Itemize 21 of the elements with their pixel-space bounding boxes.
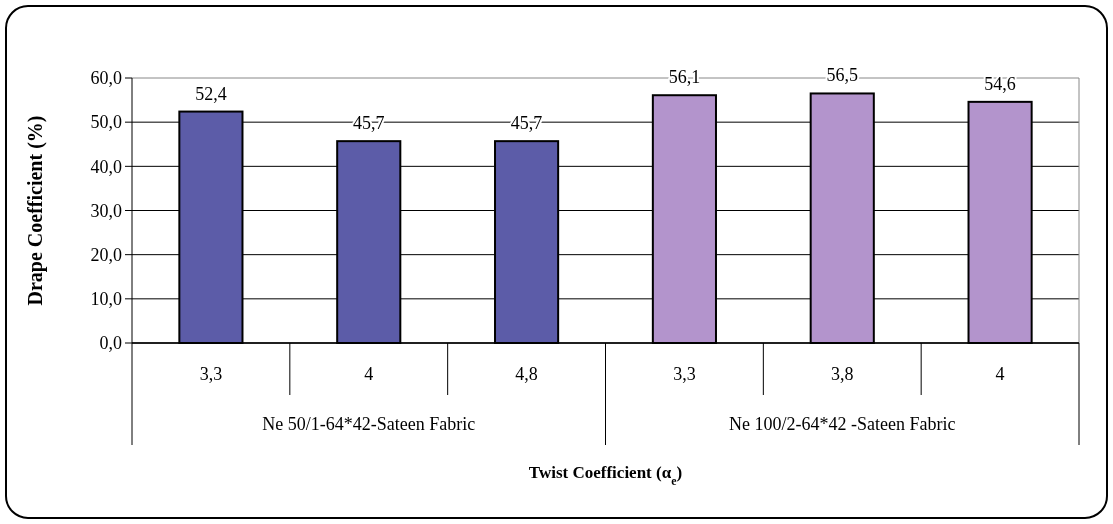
y-tick-label: 50,0 (90, 112, 122, 133)
data-label: 56,1 (668, 67, 701, 88)
x-tick-label: 4 (995, 364, 1005, 384)
data-label: 52,4 (195, 83, 227, 104)
x-tick-label: 4 (364, 364, 374, 384)
y-tick-label: 10,0 (90, 289, 122, 310)
x-tick-label: 3,3 (673, 364, 696, 384)
data-label: 54,6 (984, 73, 1016, 94)
text: Ne 100/2-64*42 -Sateen Fabric (729, 414, 956, 434)
x-tick-label: 4,8 (515, 364, 538, 384)
x-tick-label: 3,8 (831, 364, 854, 384)
x-axis-title: Twist Coefficient (α$_{e}$) (528, 463, 683, 488)
y-tick-label: 60,0 (90, 68, 122, 89)
y-tick-label: 40,0 (90, 156, 122, 177)
text: Ne 50/1-64*42-Sateen Fabric (262, 414, 476, 434)
x-tick-label: 3,3 (199, 364, 223, 384)
y-tick-label: 20,0 (90, 244, 122, 265)
y-tick-label: 30,0 (90, 200, 122, 221)
y-axis-title: Drape Coefficient (%) (24, 115, 47, 306)
data-label: 56,5 (826, 65, 858, 86)
y-tick-label: 0,0 (99, 333, 122, 354)
